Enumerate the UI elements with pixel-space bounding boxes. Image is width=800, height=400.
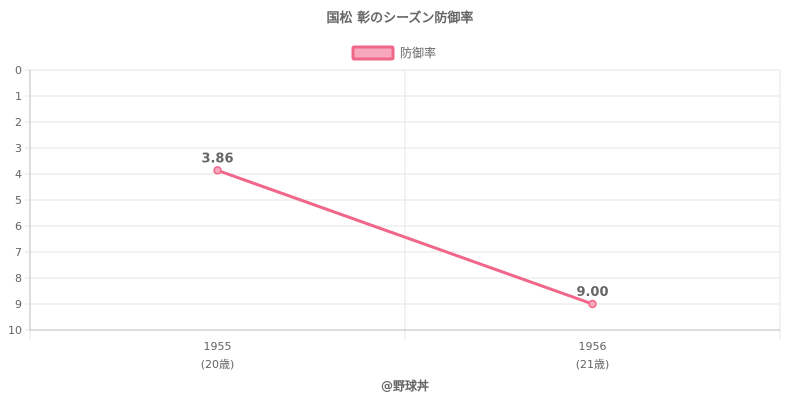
y-tick-label: 5 bbox=[15, 194, 22, 207]
y-tick-label: 9 bbox=[15, 298, 22, 311]
data-label: 9.00 bbox=[576, 285, 608, 300]
chart-title: 国松 彰のシーズン防御率 bbox=[327, 10, 474, 26]
series-line bbox=[216, 168, 594, 306]
series-era: 3.86 9.00 bbox=[201, 151, 609, 309]
y-tick-label: 8 bbox=[15, 272, 22, 285]
x-tick-sublabel: (21歳) bbox=[576, 358, 610, 371]
data-point[interactable] bbox=[588, 299, 597, 309]
y-tick-label: 4 bbox=[15, 168, 22, 181]
credit-label: @野球丼 bbox=[381, 378, 429, 393]
x-tick-label: 1956 bbox=[579, 340, 607, 353]
data-point[interactable] bbox=[213, 166, 222, 175]
legend[interactable]: 防御率 bbox=[351, 45, 436, 61]
y-axis-ticks: 0 1 2 3 4 5 6 7 8 9 10 bbox=[8, 64, 22, 337]
x-axis-ticks: 1955 (20歳) 1956 (21歳) bbox=[201, 340, 610, 371]
y-tick-label: 2 bbox=[15, 116, 22, 129]
y-tick-label: 1 bbox=[15, 90, 22, 103]
y-tick-label: 7 bbox=[15, 246, 22, 259]
x-tick-sublabel: (20歳) bbox=[201, 358, 235, 371]
legend-swatch bbox=[351, 45, 395, 61]
y-tick-label: 6 bbox=[15, 220, 22, 233]
grid bbox=[25, 69, 781, 340]
legend-label: 防御率 bbox=[400, 45, 436, 60]
data-label: 3.86 bbox=[201, 151, 233, 166]
y-tick-label: 10 bbox=[8, 324, 22, 337]
y-tick-label: 3 bbox=[15, 142, 22, 155]
x-tick-label: 1955 bbox=[204, 340, 232, 353]
y-tick-label: 0 bbox=[15, 64, 22, 77]
